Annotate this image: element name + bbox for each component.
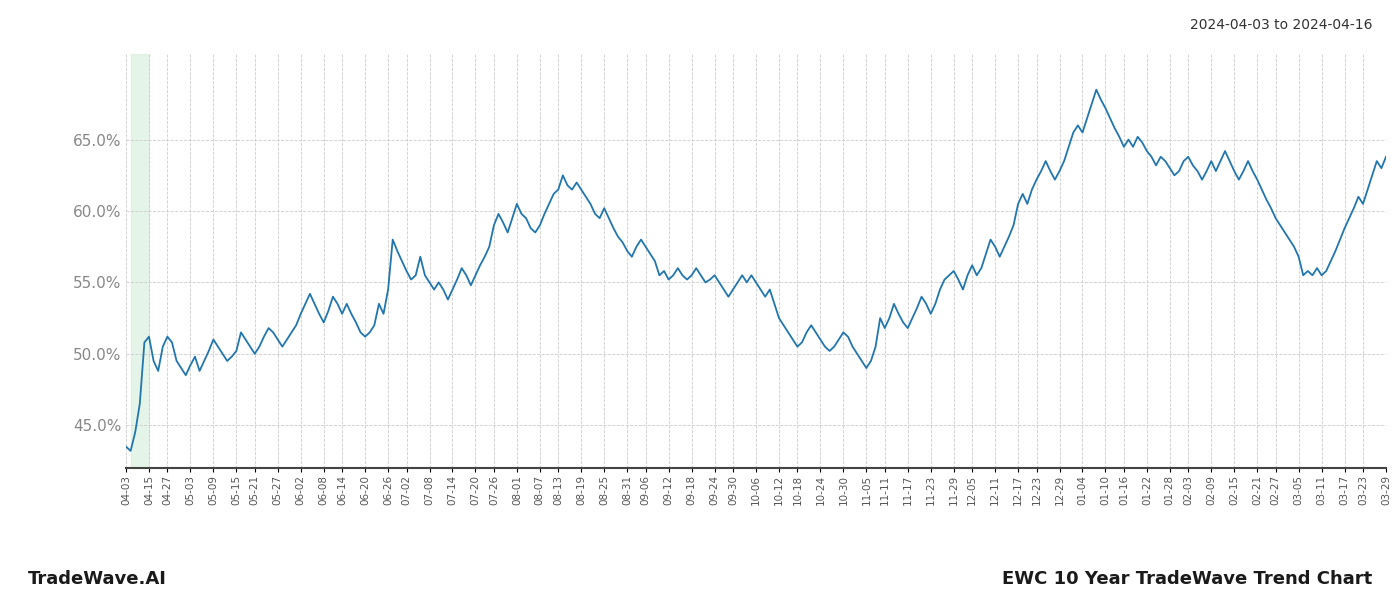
Text: EWC 10 Year TradeWave Trend Chart: EWC 10 Year TradeWave Trend Chart [1002, 570, 1372, 588]
Text: TradeWave.AI: TradeWave.AI [28, 570, 167, 588]
Text: 2024-04-03 to 2024-04-16: 2024-04-03 to 2024-04-16 [1190, 18, 1372, 32]
Bar [130, 54, 148, 468]
